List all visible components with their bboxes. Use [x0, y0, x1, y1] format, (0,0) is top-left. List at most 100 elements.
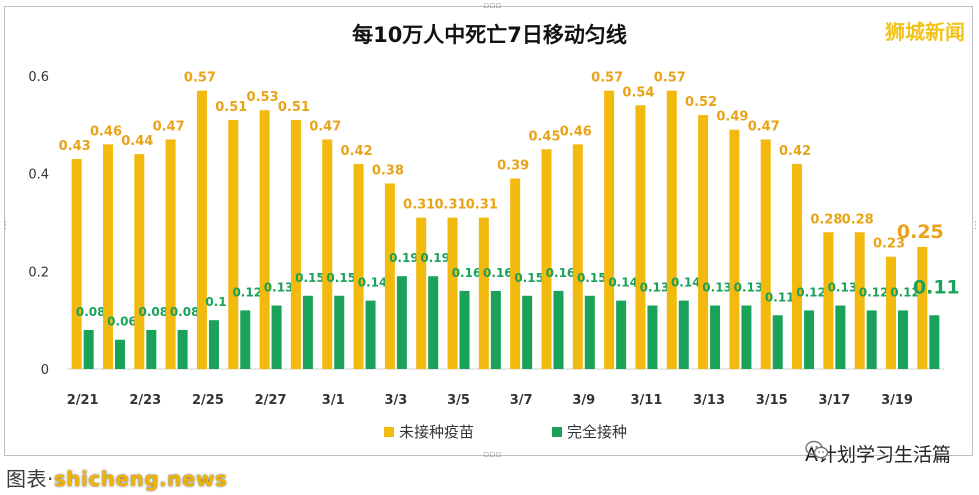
bar-vaccinated: [804, 310, 815, 369]
bar-unvaccinated: [165, 139, 176, 369]
bar-vaccinated: [647, 305, 658, 369]
bar-vaccinated: [396, 276, 407, 369]
y-tick-label: 0.6: [28, 70, 49, 85]
bar-vaccinated: [428, 276, 439, 369]
data-label-vaccinated: 0.11: [765, 290, 795, 304]
bar-unvaccinated: [102, 144, 113, 369]
data-label-unvaccinated: 0.28: [842, 212, 874, 227]
bar-vaccinated: [741, 305, 752, 369]
data-label-unvaccinated: 0.47: [153, 119, 185, 134]
bar-unvaccinated: [228, 119, 239, 369]
data-label-unvaccinated: 0.47: [309, 119, 341, 134]
legend-label-unvaccinated: 未接种疫苗: [399, 423, 474, 441]
data-label-vaccinated: 0.12: [232, 285, 262, 299]
data-label-vaccinated: 0.1: [205, 295, 226, 309]
bar-unvaccinated: [760, 139, 771, 369]
bar-vaccinated: [302, 295, 313, 369]
bar-unvaccinated: [478, 217, 489, 369]
x-tick-label: 3/7: [510, 393, 533, 408]
data-label-unvaccinated: 0.57: [184, 71, 216, 86]
data-label-unvaccinated: 0.28: [810, 212, 842, 227]
bar-unvaccinated: [572, 144, 583, 369]
data-label-unvaccinated: 0.42: [779, 144, 811, 159]
data-label-vaccinated: 0.13: [734, 281, 764, 295]
resize-handle-right[interactable]: ⋮: [971, 221, 979, 231]
resize-handle-left[interactable]: ⋮: [1, 221, 10, 231]
bar-vaccinated: [114, 339, 125, 369]
bar-unvaccinated: [416, 217, 427, 369]
wechat-icon: [805, 440, 829, 459]
data-label-vaccinated: 0.15: [514, 271, 544, 285]
footer-credit: 图表·shicheng.news: [6, 463, 227, 492]
data-label-vaccinated: 0.15: [577, 271, 607, 285]
bar-vaccinated: [710, 305, 721, 369]
bar-unvaccinated: [71, 159, 82, 369]
data-label-unvaccinated: 0.39: [497, 159, 529, 174]
data-label-vaccinated: 0.19: [420, 251, 450, 265]
data-label-vaccinated: 0.16: [546, 266, 576, 280]
bar-vaccinated: [898, 310, 909, 369]
bar-vaccinated: [177, 329, 188, 369]
bar-unvaccinated: [729, 129, 740, 369]
bar-unvaccinated: [886, 256, 897, 369]
x-tick-label: 3/5: [447, 393, 470, 408]
bar-vaccinated: [146, 329, 157, 369]
data-label-vaccinated: 0.13: [264, 281, 294, 295]
bar-vaccinated: [459, 290, 470, 369]
bar-vaccinated: [584, 295, 595, 369]
bar-vaccinated: [772, 315, 783, 369]
x-tick-label: 2/23: [129, 393, 161, 408]
x-tick-label: 3/13: [693, 393, 725, 408]
legend-label-vaccinated: 完全接种: [567, 423, 627, 441]
data-label-unvaccinated: 0.43: [59, 139, 91, 154]
bar-unvaccinated: [541, 149, 552, 369]
bar-unvaccinated: [698, 115, 709, 369]
data-label-vaccinated: 0.13: [702, 281, 732, 295]
bar-vaccinated: [208, 320, 219, 369]
x-tick-label: 2/21: [67, 393, 99, 408]
site-watermark: shicheng.news: [53, 467, 228, 491]
y-tick-label: 0: [41, 363, 49, 378]
bar-vaccinated: [271, 305, 282, 369]
y-tick-label: 0.4: [28, 168, 49, 183]
data-label-vaccinated: 0.15: [295, 271, 325, 285]
wechat-account: A计划学习生活篇: [805, 440, 951, 467]
data-label-unvaccinated: 0.31: [434, 198, 466, 213]
data-label-vaccinated: 0.16: [483, 266, 513, 280]
bar-vaccinated: [678, 300, 689, 369]
bar-vaccinated: [616, 300, 627, 369]
data-label-vaccinated: 0.13: [828, 281, 858, 295]
bar-unvaccinated: [604, 90, 615, 370]
x-tick-label: 3/1: [322, 393, 345, 408]
resize-handle-top[interactable]: ▫▫▫: [483, 1, 502, 11]
data-label-unvaccinated: 0.53: [247, 90, 279, 105]
data-label-vaccinated: 0.08: [138, 305, 168, 319]
x-tick-label: 3/3: [384, 393, 407, 408]
bar-vaccinated: [334, 295, 345, 369]
x-tick-label: 2/25: [192, 393, 224, 408]
data-label-unvaccinated: 0.54: [622, 85, 654, 100]
data-label-vaccinated: 0.14: [358, 276, 388, 290]
bar-unvaccinated: [823, 232, 834, 369]
resize-handle-bottom[interactable]: ▫▫▫: [483, 450, 502, 460]
bar-unvaccinated: [447, 217, 458, 369]
legend-swatch-unvaccinated: [384, 427, 394, 437]
bar-unvaccinated: [635, 105, 646, 370]
x-tick-label: 3/11: [631, 393, 663, 408]
data-label-vaccinated: 0.15: [326, 271, 356, 285]
bar-unvaccinated: [322, 139, 333, 369]
x-tick-label: 3/17: [818, 393, 850, 408]
data-label-unvaccinated: 0.31: [403, 198, 435, 213]
x-tick-label: 2/27: [255, 393, 287, 408]
data-label-unvaccinated: 0.45: [528, 129, 560, 144]
bar-vaccinated: [553, 290, 564, 369]
data-label-vaccinated: 0.12: [796, 285, 826, 299]
bar-unvaccinated: [792, 163, 803, 369]
x-tick-label: 3/9: [572, 393, 595, 408]
data-label-vaccinated: 0.08: [76, 305, 106, 319]
data-label-vaccinated: 0.14: [608, 276, 638, 290]
data-label-vaccinated: 0.14: [671, 276, 701, 290]
data-label-vaccinated: 0.19: [389, 251, 419, 265]
data-label-unvaccinated: 0.31: [466, 198, 498, 213]
data-label-unvaccinated: 0.44: [121, 134, 153, 149]
